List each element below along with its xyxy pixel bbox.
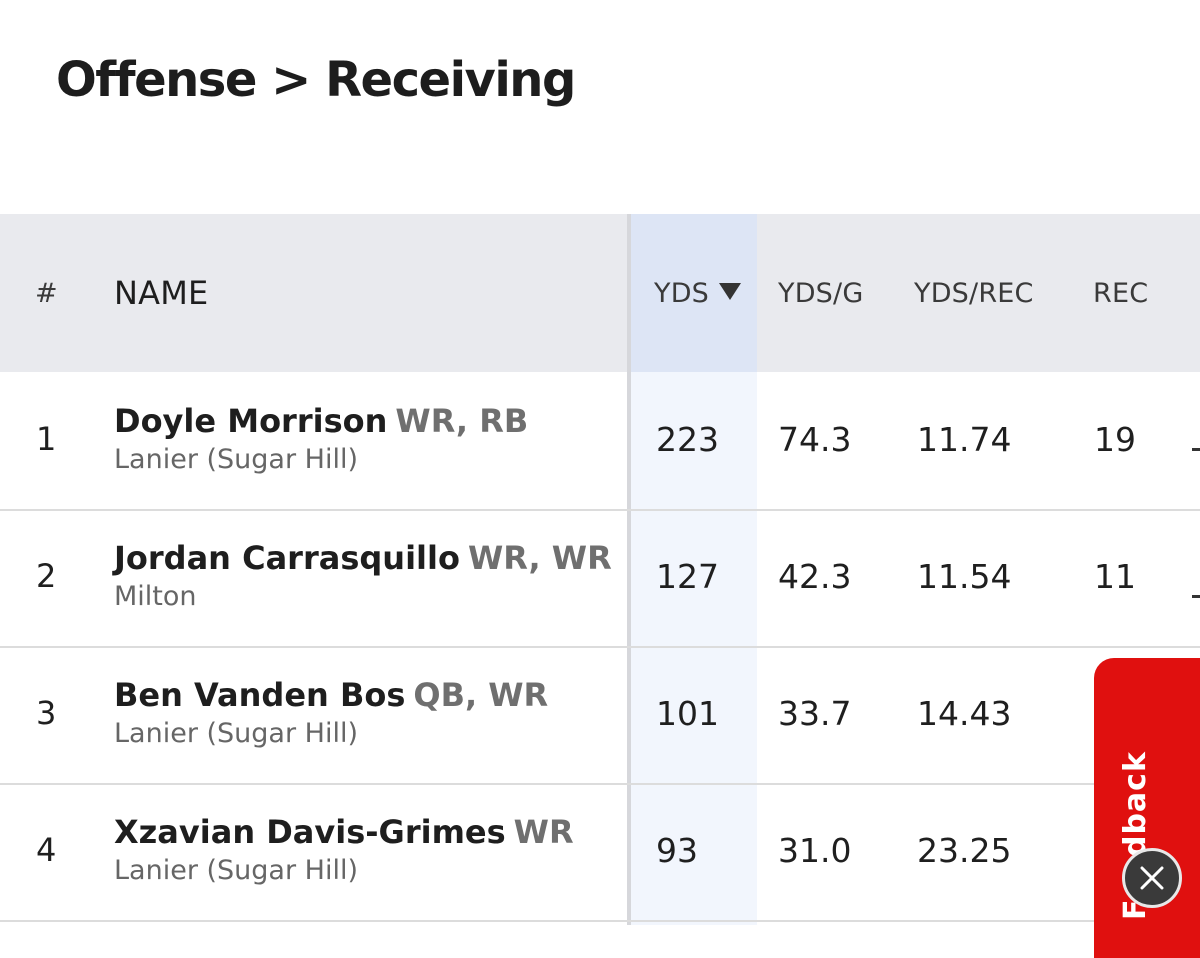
row-rank: 2	[36, 557, 57, 595]
player-school: Lanier (Sugar Hill)	[114, 718, 358, 749]
player-cell[interactable]: Doyle Morrison WR, RB Lanier (Sugar Hill)	[114, 402, 528, 475]
player-cell[interactable]: Ben Vanden Bos QB, WR Lanier (Sugar Hill)	[114, 676, 548, 749]
player-cell[interactable]: Xzavian Davis-Grimes WR Lanier (Sugar Hil…	[114, 813, 574, 886]
cell-yds-per-rec: 23.25	[917, 831, 1012, 870]
cell-yds-per-rec: 11.74	[917, 420, 1012, 459]
receiving-stats-table: # NAME YDS YDS/G YDS/REC REC 1 Doyle Mor…	[0, 214, 1200, 925]
cell-yds-per-game: 42.3	[778, 557, 852, 596]
caret-down-icon	[719, 283, 742, 300]
feedback-tab[interactable]	[1094, 658, 1200, 958]
table-row[interactable]: 3 Ben Vanden Bos QB, WR Lanier (Sugar Hil…	[0, 646, 1200, 785]
header-yds-label: YDS	[654, 278, 710, 309]
cell-yds-per-rec: 11.54	[917, 557, 1012, 596]
cell-yds: 127	[656, 557, 719, 596]
player-positions: WR, WR	[467, 539, 612, 577]
header-name[interactable]: NAME	[114, 274, 209, 312]
cell-yds-per-game: 33.7	[778, 694, 852, 733]
table-row[interactable]: 2 Jordan Carrasquillo WR, WR Milton 127 4…	[0, 509, 1200, 648]
cell-rec: 19	[1094, 420, 1136, 459]
cell-yds: 93	[656, 831, 698, 870]
close-icon	[1140, 866, 1164, 890]
row-rank: 4	[36, 831, 57, 869]
cell-yds-per-game: 31.0	[778, 831, 852, 870]
player-name[interactable]: Xzavian Davis-Grimes	[114, 813, 506, 851]
player-positions: WR, RB	[395, 402, 529, 440]
header-rank[interactable]: #	[35, 278, 58, 309]
player-positions: WR	[513, 813, 574, 851]
table-row[interactable]: 1 Doyle Morrison WR, RB Lanier (Sugar Hil…	[0, 372, 1200, 511]
cell-yds-per-rec: 14.43	[917, 694, 1012, 733]
player-cell[interactable]: Jordan Carrasquillo WR, WR Milton	[114, 539, 612, 612]
cut-off-column-mark	[1192, 448, 1200, 451]
sticky-column-divider	[627, 214, 631, 925]
row-rank: 3	[36, 694, 57, 732]
header-rec[interactable]: REC	[1093, 278, 1149, 309]
yds-column-highlight	[631, 372, 757, 925]
table-header	[0, 214, 1200, 372]
row-rank: 1	[36, 420, 57, 458]
page-title: Offense > Receiving	[56, 52, 576, 108]
table-row[interactable]: 4 Xzavian Davis-Grimes WR Lanier (Sugar H…	[0, 783, 1200, 922]
header-yds[interactable]: YDS	[654, 278, 742, 309]
header-yds-per-game[interactable]: YDS/G	[778, 278, 864, 309]
header-yds-per-rec[interactable]: YDS/REC	[914, 278, 1034, 309]
close-feedback-button[interactable]	[1122, 848, 1182, 908]
player-name[interactable]: Jordan Carrasquillo	[114, 539, 460, 577]
cell-rec: 11	[1094, 557, 1136, 596]
player-name[interactable]: Doyle Morrison	[114, 402, 388, 440]
cut-off-column-mark	[1192, 595, 1200, 598]
player-school: Lanier (Sugar Hill)	[114, 855, 358, 886]
player-school: Lanier (Sugar Hill)	[114, 444, 358, 475]
player-school: Milton	[114, 581, 197, 612]
player-name[interactable]: Ben Vanden Bos	[114, 676, 406, 714]
cell-yds-per-game: 74.3	[778, 420, 852, 459]
cell-yds: 223	[656, 420, 719, 459]
cell-yds: 101	[656, 694, 719, 733]
player-positions: QB, WR	[413, 676, 549, 714]
